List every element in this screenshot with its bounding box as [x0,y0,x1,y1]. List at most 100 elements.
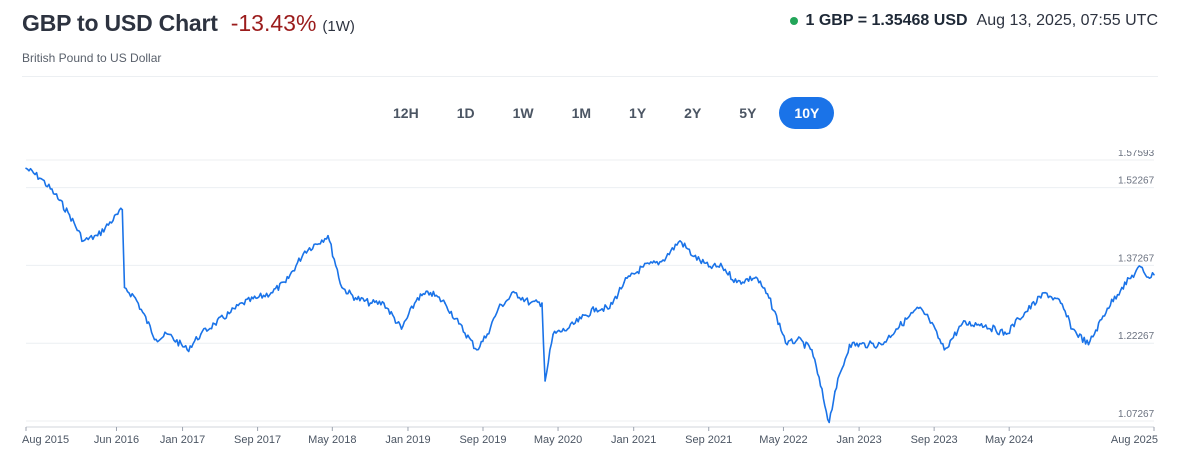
data-point [25,167,27,170]
rate-series-line [25,167,1155,424]
data-point [429,291,432,294]
data-point [241,302,244,304]
data-point [895,328,897,330]
data-point [167,333,169,336]
live-status-dot-icon [789,17,798,25]
data-point [341,286,343,289]
percent-change: -13.43% [230,10,317,36]
data-point [1087,343,1090,346]
data-point [54,193,56,195]
y-tick-label: 1.37267 [1118,253,1155,264]
data-point [514,291,516,294]
data-point [1121,286,1123,289]
data-point [256,297,259,299]
data-point [199,333,202,336]
data-point [1071,328,1074,330]
data-point [834,390,836,393]
rate-timestamp: Aug 13, 2025, 07:55 UTC [976,12,1158,29]
data-point [476,348,478,351]
data-point [1106,307,1109,310]
data-point [786,343,788,346]
data-point [1139,265,1142,268]
period-button-1y[interactable]: 1Y [614,97,661,129]
rate-info: 1 GBP = 1.35468 USD Aug 13, 2025, 07:55 … [789,12,1158,30]
y-tick-label: 1.57593 [1118,150,1155,159]
data-point [228,312,230,315]
data-point [1044,291,1047,294]
data-point [213,323,216,325]
data-point [486,333,489,336]
header-divider [22,76,1158,77]
page-subtitle: British Pound to US Dollar [22,51,162,65]
period-button-10y[interactable]: 10Y [779,97,835,129]
data-point [354,297,357,299]
data-point [796,338,799,341]
rate-value: 1 GBP = 1.35468 USD [805,12,968,29]
x-tick-label: Jan 2023 [836,434,881,446]
period-button-1w[interactable]: 1W [498,97,549,129]
data-point [96,234,99,237]
data-point [134,297,137,299]
data-point [755,276,757,278]
y-tick-label: 1.22267 [1118,331,1155,342]
data-point [529,302,532,304]
period-button-5y[interactable]: 5Y [724,97,771,129]
x-tick-label: May 2018 [308,434,356,446]
x-tick-label: Aug 2025 [1111,434,1158,446]
data-point [1017,317,1020,320]
y-tick-label: 1.07267 [1118,409,1155,420]
data-point [1147,276,1149,278]
data-point [383,302,385,304]
period-button-1m[interactable]: 1M [557,97,606,129]
data-point [68,214,71,216]
data-point [679,240,681,242]
period-button-12h[interactable]: 12H [378,97,434,129]
data-point [660,260,663,263]
data-point [828,421,830,424]
change-period: (1W) [322,18,355,35]
data-point [580,317,582,320]
header: GBP to USD Chart -13.43% (1W) [22,10,355,37]
data-point [444,302,446,304]
data-point [552,333,554,336]
period-selector: 12H 1D 1W 1M 1Y 2Y 5Y 10Y [378,97,842,129]
data-point [186,348,188,351]
data-point [416,297,419,299]
x-tick-label: May 2020 [534,434,582,446]
data-point [1059,302,1062,304]
x-tick-label: Jan 2021 [611,434,656,446]
page-title: GBP to USD Chart [22,10,218,36]
data-point [155,338,157,341]
y-tick-label: 1.52267 [1118,176,1155,187]
x-tick-label: Jan 2019 [385,434,430,446]
data-point [497,307,500,310]
data-point [400,328,403,330]
data-point [458,323,460,325]
x-tick-label: Sep 2019 [459,434,506,446]
x-tick-label: Aug 2015 [22,434,69,446]
data-point [123,286,126,289]
period-button-2y[interactable]: 2Y [669,97,716,129]
data-point [980,323,983,325]
data-point [82,240,85,242]
data-point [595,307,597,310]
data-point [566,328,569,330]
data-point [693,255,695,258]
x-tick-label: Jun 2016 [94,434,139,446]
data-point [811,348,813,351]
data-point [943,348,946,351]
x-tick-label: May 2022 [759,434,807,446]
data-point [1153,273,1155,276]
data-point [270,291,272,294]
data-point [121,208,124,211]
period-button-1d[interactable]: 1D [442,97,490,129]
data-point [867,343,870,346]
data-point [284,281,287,284]
data-point [736,281,738,284]
data-point [961,323,964,325]
data-point [304,250,306,253]
data-point [768,297,770,299]
data-point [1005,333,1008,336]
data-point [608,307,611,310]
data-point [880,343,883,346]
